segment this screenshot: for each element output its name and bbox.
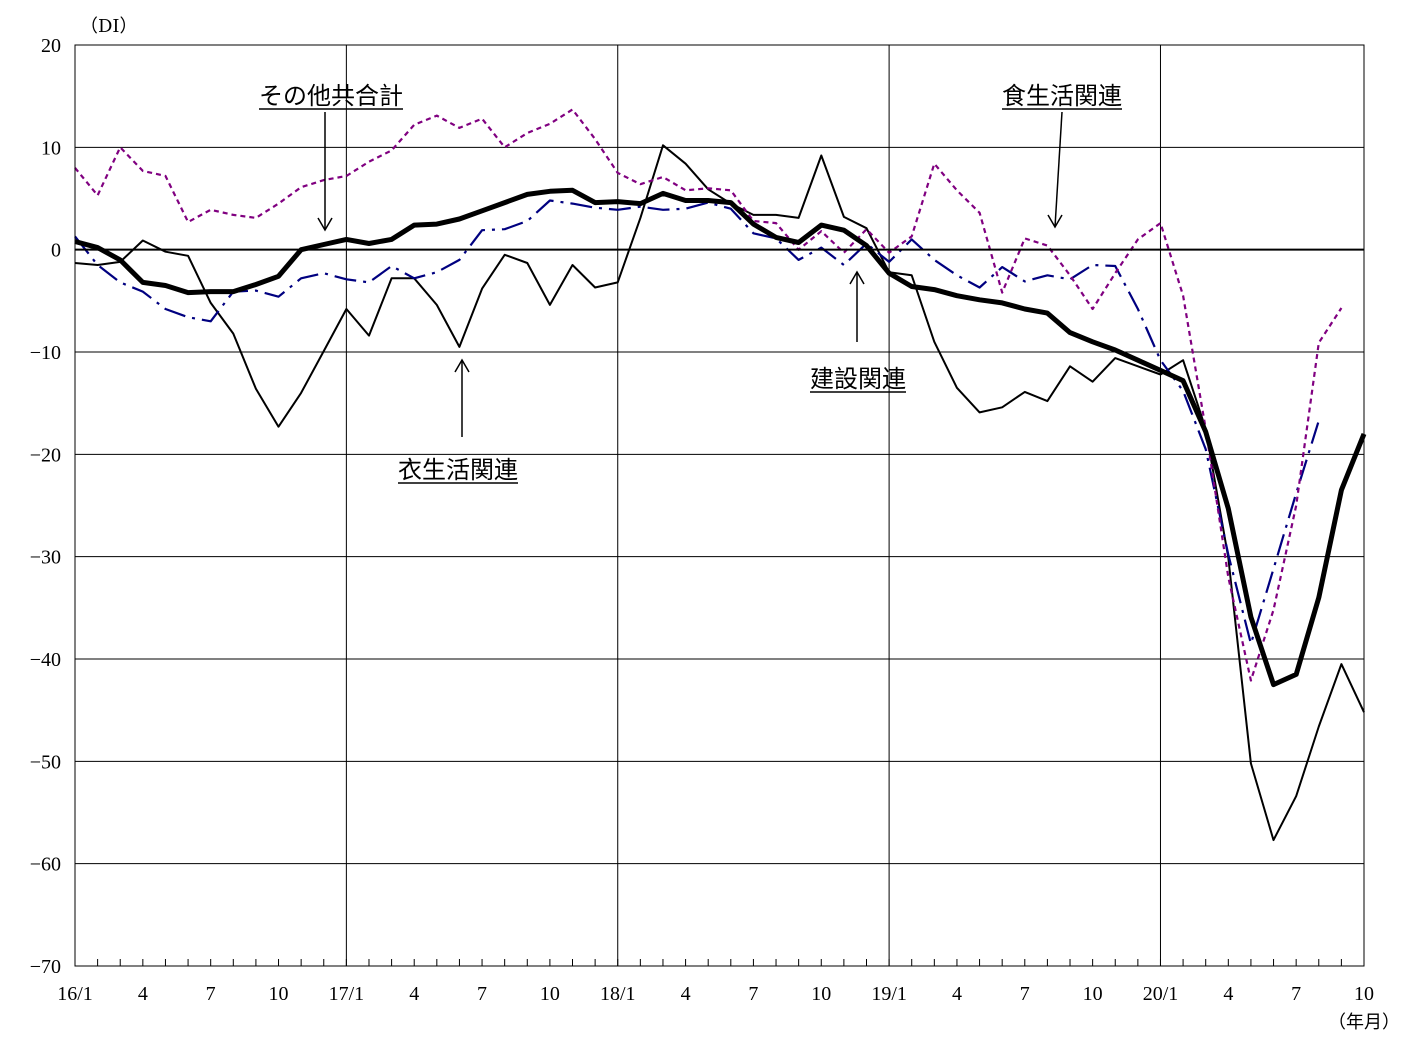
annotation-label-3: 食生活関連 (1002, 82, 1122, 110)
y-tick-label: −70 (30, 956, 61, 978)
x-tick-label: 18/1 (600, 983, 636, 1005)
series-line-3 (74, 108, 1343, 682)
x-tick-label: 16/1 (57, 983, 93, 1005)
x-axis-unit-label: （年月） (1328, 1012, 1400, 1033)
series-line-1 (74, 187, 1367, 688)
axes (74, 44, 1365, 967)
x-tick-label: 10 (811, 983, 831, 1005)
y-tick-label: 0 (51, 240, 61, 262)
annotation-arrowhead (317, 217, 333, 232)
x-tick-label: 17/1 (329, 983, 365, 1005)
x-tick-label: 10 (269, 983, 289, 1005)
annotation-arrowhead (849, 270, 865, 285)
series-line-2 (74, 144, 1365, 842)
y-tick-label: 20 (41, 35, 61, 57)
y-tick-labels: 20 10 0 −10 −20 −30 −40 −50 −60 −70 (30, 35, 61, 978)
y-axis-unit-label: （DI） (80, 16, 138, 37)
y-tick-label: −40 (30, 649, 61, 671)
annotation-arrowhead (454, 358, 470, 373)
x-tick-label: 4 (681, 983, 691, 1005)
annotation-label-2: 衣生活関連 (398, 456, 518, 484)
annotation-label-4: 建設関連 (810, 365, 906, 393)
x-tick-label: 4 (409, 983, 419, 1005)
annotation-arrowhead (1047, 214, 1063, 229)
y-tick-label: −50 (30, 751, 61, 773)
x-tick-label: 20/1 (1143, 983, 1179, 1005)
y-tick-label: −60 (30, 854, 61, 876)
plot-frame (74, 44, 1365, 967)
y-tick-label: 10 (41, 137, 61, 159)
x-tick-label: 7 (206, 983, 216, 1005)
y-tick-label: −10 (30, 342, 61, 364)
x-tick-labels: 16/1 4 7 10 17/1 4 7 10 18/1 4 7 10 19/1 4 7 10 20/1 4 7 10 (57, 983, 1374, 1005)
x-tick-label: 10 (540, 983, 560, 1005)
x-tick-label: 10 (1354, 983, 1374, 1005)
y-tick-label: −20 (30, 444, 61, 466)
x-tick-label: 7 (1291, 983, 1301, 1005)
x-tick-label: 4 (952, 983, 962, 1005)
x-tick-label: 19/1 (871, 983, 907, 1005)
y-tick-label: −30 (30, 547, 61, 569)
x-tick-label: 7 (477, 983, 487, 1005)
x-tick-label: 7 (748, 983, 758, 1005)
series-line-4 (74, 199, 1320, 645)
x-tick-label: 4 (1223, 983, 1233, 1005)
annotation-label-1: その他共合計 (259, 82, 403, 110)
grid (75, 45, 1364, 966)
x-tick-label: 4 (138, 983, 148, 1005)
x-tick-label: 10 (1083, 983, 1103, 1005)
x-tick-label: 7 (1020, 983, 1030, 1005)
annotation-arrow (1054, 111, 1063, 228)
series-group (74, 108, 1367, 842)
